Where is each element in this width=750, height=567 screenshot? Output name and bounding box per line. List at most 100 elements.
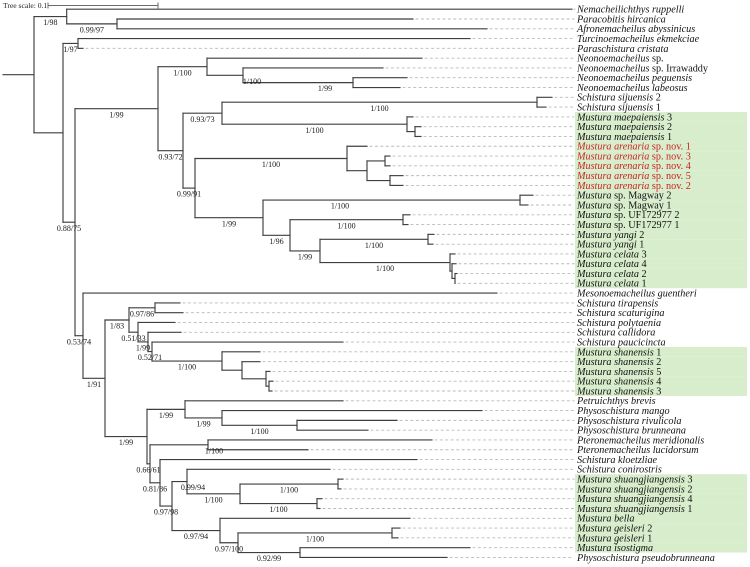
support-value: 1/100 (250, 427, 268, 436)
taxon-label: Mustura shanensis 2 (576, 357, 661, 368)
support-value: 1/100 (173, 68, 191, 77)
scale-bar-label: Tree scale: 0.1 (3, 1, 47, 10)
taxon-label: Physoschistura pseudobrunneana (576, 553, 715, 564)
taxon-label: Schistura sijuensis 1 (577, 103, 661, 114)
taxon-label: Mustura geisleri 1 (576, 533, 652, 544)
support-value: 0.97/100 (215, 544, 243, 553)
highlight-row (575, 523, 747, 533)
taxon-label: Petruichthys brevis (576, 396, 656, 407)
highlight-row (575, 346, 747, 357)
taxon-label: Mustura bella (576, 514, 634, 525)
taxon-label: Mesonoemacheilus guentheri (576, 289, 697, 300)
highlight-row (575, 532, 747, 543)
taxon-label: Nemacheilichthys ruppelli (576, 5, 684, 16)
taxon-label: Paracobitis hircanica (576, 14, 666, 25)
taxon-label: Mustura shuangjiangensis 3 (576, 475, 692, 486)
taxon-label: Mustura geisleri 2 (576, 523, 652, 534)
taxon-label: Mustura shanensis 3 (576, 386, 661, 397)
highlight-row (575, 258, 747, 269)
support-value: 0.88/75 (57, 224, 81, 233)
highlight-row (575, 493, 747, 504)
taxon-label: Afronemacheilus abyssinicus (576, 24, 695, 35)
support-value: 1/100 (370, 104, 388, 113)
support-value: 0.93/72 (158, 152, 182, 161)
support-value: 1/97 (63, 45, 77, 54)
support-value: 0.97/98 (154, 508, 178, 517)
support-value: 1/100 (178, 363, 196, 372)
support-value: 1/100 (205, 446, 223, 455)
support-value: 0.51/33 (121, 334, 145, 343)
highlight-row (575, 249, 747, 259)
taxon-label: Mustura yangi 1 (576, 240, 644, 251)
taxon-label: Schistura callidora (577, 328, 655, 339)
support-value: 1/99 (222, 219, 236, 228)
taxon-label: Paraschistura cristata (576, 44, 668, 55)
taxon-label: Mustura maepaiensis 2 (576, 122, 672, 133)
taxon-label: Mustura celata 4 (576, 259, 647, 270)
support-value: 0.53/74 (67, 337, 91, 346)
highlight-row (575, 170, 747, 181)
taxon-label: Physoschistura mango (576, 406, 670, 417)
support-value: 1/99 (318, 84, 332, 93)
taxon-label: Mustura shuangjiangensis 2 (576, 484, 692, 495)
highlight-row (575, 474, 747, 485)
highlight-row (575, 190, 747, 201)
highlight-row (575, 121, 747, 132)
taxon-label: Turcinoemacheilus ekmekciae (577, 34, 700, 45)
support-value: 0.97/94 (184, 532, 208, 541)
support-value: 0.93/73 (190, 115, 214, 124)
taxon-label: Mustura sp. Magway 2 (576, 191, 672, 202)
support-value: 0.99/91 (177, 190, 201, 199)
taxon-label: Neonoemacheilus labeosus (576, 83, 688, 94)
support-value: 1/91 (87, 380, 101, 389)
support-value: 1/98 (43, 18, 57, 27)
support-value: 1/100 (280, 486, 298, 495)
leader-line-layer (85, 8, 576, 558)
support-value: 1/99 (136, 344, 150, 353)
support-value: 1/99 (109, 110, 123, 119)
taxon-label: Physoschistura brunneana (576, 426, 686, 437)
highlight-row (575, 239, 747, 250)
taxon-label: Physoschistura rivulicola (576, 416, 681, 427)
taxon-label: Neonoemacheilus sp. (576, 54, 664, 65)
branch-layer (2, 8, 573, 559)
support-value: 0.81/86 (143, 484, 167, 493)
highlight-row (575, 513, 747, 524)
highlight-row (575, 386, 747, 396)
highlight-row (575, 131, 747, 142)
support-value: 1/96 (269, 237, 283, 246)
support-value: 1/100 (269, 505, 287, 514)
support-value: 1/100 (337, 221, 355, 230)
support-value: 1/99 (298, 252, 312, 261)
taxon-label: Mustura shanensis 1 (576, 347, 661, 358)
taxon-label: Neonoemacheilus peguensis (576, 73, 692, 84)
taxon-label: Mustura celata 1 (576, 279, 647, 290)
highlight-row (575, 542, 747, 553)
taxon-label: Pteronemacheilus meridionalis (576, 435, 704, 446)
highlight-row (575, 484, 747, 494)
support-value: 1/100 (376, 264, 394, 273)
highlight-row (575, 200, 747, 210)
highlight-row (575, 229, 747, 240)
taxon-label: Schistura kloetzliae (577, 455, 658, 466)
highlight-row (575, 111, 747, 122)
taxon-label: Mustura shuangjiangensis 4 (576, 494, 692, 505)
taxon-label: Schistura polytaenia (577, 318, 661, 329)
support-value: 1/99 (159, 411, 173, 420)
highlight-row (575, 151, 747, 161)
highlight-row (575, 503, 747, 514)
taxon-label: Mustura shanensis 4 (576, 377, 661, 388)
taxon-label: Mustura celata 2 (576, 269, 647, 280)
highlight-row (575, 278, 747, 289)
support-value: 1/100 (306, 535, 324, 544)
support-value: 1/100 (305, 126, 323, 135)
support-value: 0.92/99 (257, 554, 281, 563)
highlight-row (575, 219, 747, 230)
taxon-label: Mustura yangi 2 (576, 230, 644, 241)
taxon-label: Neonoemacheilus sp. Irrawaddy (576, 63, 709, 74)
highlight-row (575, 376, 747, 387)
support-value: 0.99/97 (80, 25, 104, 34)
